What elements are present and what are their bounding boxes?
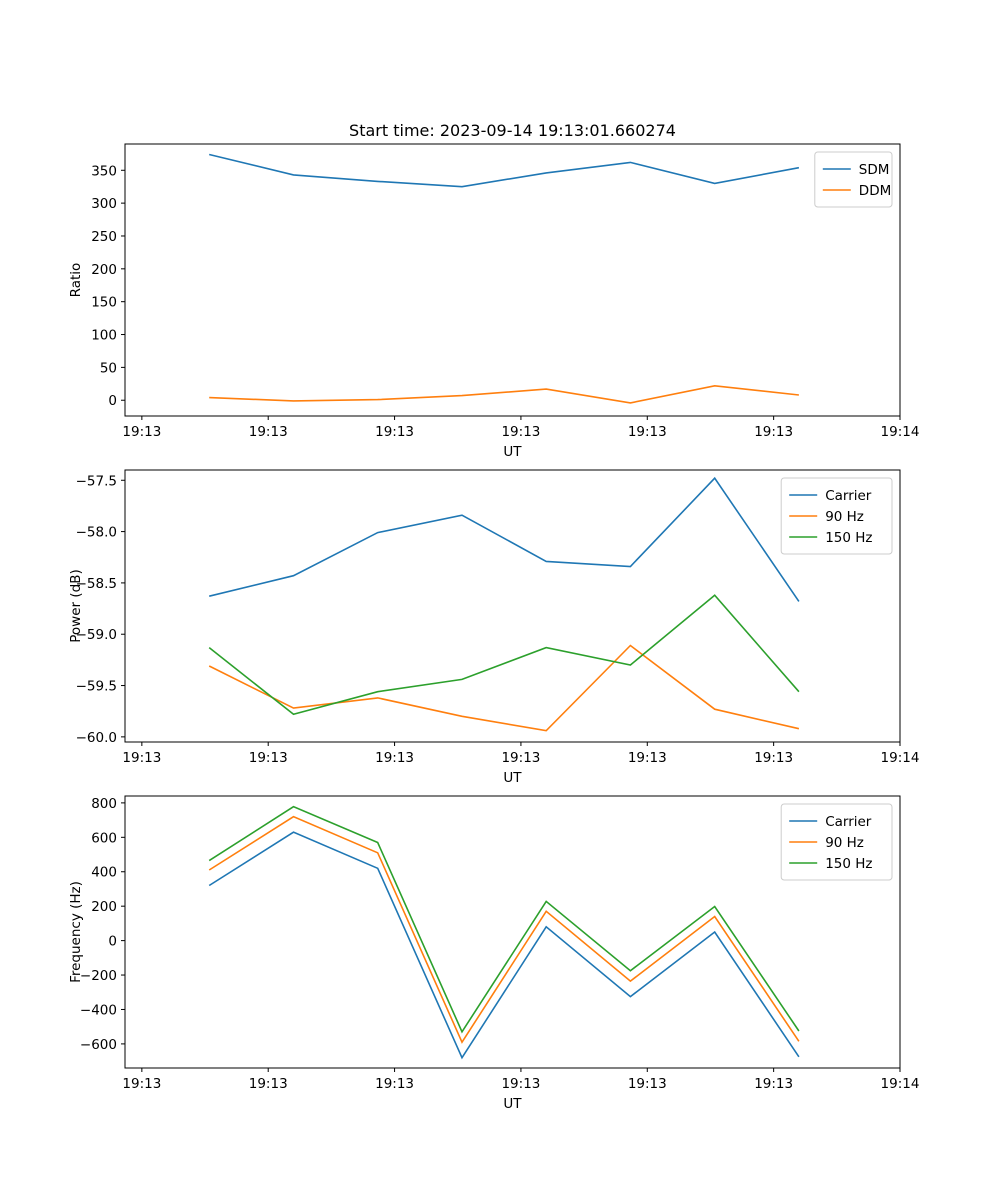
figure-title: Start time: 2023-09-14 19:13:01.660274: [349, 121, 676, 140]
x-tick-label: 19:13: [375, 750, 414, 766]
x-tick-label: 19:13: [501, 750, 540, 766]
legend-label: 90 Hz: [825, 835, 864, 851]
y-tick-label: 350: [91, 163, 117, 179]
y-tick-label: 300: [91, 196, 117, 212]
y-tick-label: −60.0: [76, 730, 117, 746]
series-line-150-hz: [208, 805, 800, 1034]
chart-panel-2: 19:13 19:13 19:13 19:13 19:13 19:13 19:14 −60.0…: [68, 469, 920, 786]
x-axis-label: UT: [503, 444, 522, 460]
legend-label: Carrier: [825, 814, 872, 830]
panels: 19:13 19:13 19:13 19:13 19:13 19:13 19:14 0 50 10…: [68, 143, 920, 1112]
y-axis-label: Power (dB): [68, 569, 84, 642]
y-tick-label: −59.5: [76, 679, 117, 695]
x-tick-label: 19:13: [754, 1076, 793, 1092]
x-tick-label: 19:13: [628, 750, 667, 766]
x-tick-label: 19:13: [375, 1076, 414, 1092]
legend-box: [814, 151, 893, 208]
legend-label: Carrier: [825, 488, 872, 504]
x-tick-label: 19:13: [375, 424, 414, 440]
y-tick-label: 50: [100, 360, 117, 376]
y-tick-label: 200: [91, 899, 117, 915]
y-tick-label: −59.0: [76, 627, 117, 643]
legend-label: DDM: [859, 183, 891, 199]
series-line-sdm: [209, 153, 800, 188]
legend-label: 150 Hz: [825, 856, 872, 872]
y-axis-label: Frequency (Hz): [68, 881, 84, 983]
plot-frame: [124, 469, 901, 743]
x-tick-label: 19:14: [881, 424, 920, 440]
x-tick-label: 19:13: [501, 424, 540, 440]
y-tick-label: −58.0: [76, 525, 117, 541]
y-tick-label: 200: [91, 262, 117, 278]
y-tick-label: 0: [108, 934, 117, 950]
y-tick-label: −58.5: [76, 576, 117, 592]
series-line-carrier: [209, 476, 800, 602]
series-line-carrier: [208, 831, 800, 1060]
y-tick-label: 150: [91, 295, 117, 311]
x-axis-label: UT: [503, 1096, 522, 1112]
x-tick-label: 19:13: [628, 424, 667, 440]
y-tick-label: 0: [108, 393, 117, 409]
x-tick-label: 19:14: [881, 1076, 920, 1092]
y-tick-label: −57.5: [76, 473, 117, 489]
y-tick-label: 250: [91, 229, 117, 245]
x-tick-label: 19:13: [249, 1076, 288, 1092]
plot-frame: [124, 143, 901, 417]
legend-label: SDM: [859, 162, 890, 178]
x-tick-label: 19:14: [881, 750, 920, 766]
x-tick-label: 19:13: [249, 750, 288, 766]
y-tick-label: 100: [91, 328, 117, 344]
y-tick-label: −200: [80, 968, 117, 984]
x-tick-label: 19:13: [628, 1076, 667, 1092]
plot-frame: [124, 795, 901, 1069]
x-tick-label: 19:13: [122, 424, 161, 440]
legend-label: 90 Hz: [825, 509, 864, 525]
series-line-150-hz: [208, 594, 800, 716]
y-axis-label: Ratio: [68, 263, 84, 298]
y-tick-label: 800: [91, 796, 117, 812]
x-tick-label: 19:13: [754, 424, 793, 440]
y-tick-label: −400: [80, 1002, 117, 1018]
series-line-90-hz: [208, 644, 800, 732]
legend-box: [780, 477, 893, 555]
y-tick-label: −600: [80, 1037, 117, 1053]
series-line-ddm: [209, 384, 799, 404]
x-tick-label: 19:13: [122, 1076, 161, 1092]
legend-box: [780, 803, 893, 881]
chart-panel-1: 19:13 19:13 19:13 19:13 19:13 19:13 19:14 0 50 10…: [68, 143, 920, 460]
y-tick-label: 600: [91, 830, 117, 846]
x-tick-label: 19:13: [754, 750, 793, 766]
series-line-90-hz: [208, 815, 800, 1044]
x-tick-label: 19:13: [501, 1076, 540, 1092]
x-axis-label: UT: [503, 770, 522, 786]
chart-panel-3: 19:13 19:13 19:13 19:13 19:13 19:13 19:14 −600 −…: [68, 795, 920, 1112]
legend-label: 150 Hz: [825, 530, 872, 546]
x-tick-label: 19:13: [249, 424, 288, 440]
y-tick-label: 400: [91, 865, 117, 881]
x-tick-label: 19:13: [122, 750, 161, 766]
